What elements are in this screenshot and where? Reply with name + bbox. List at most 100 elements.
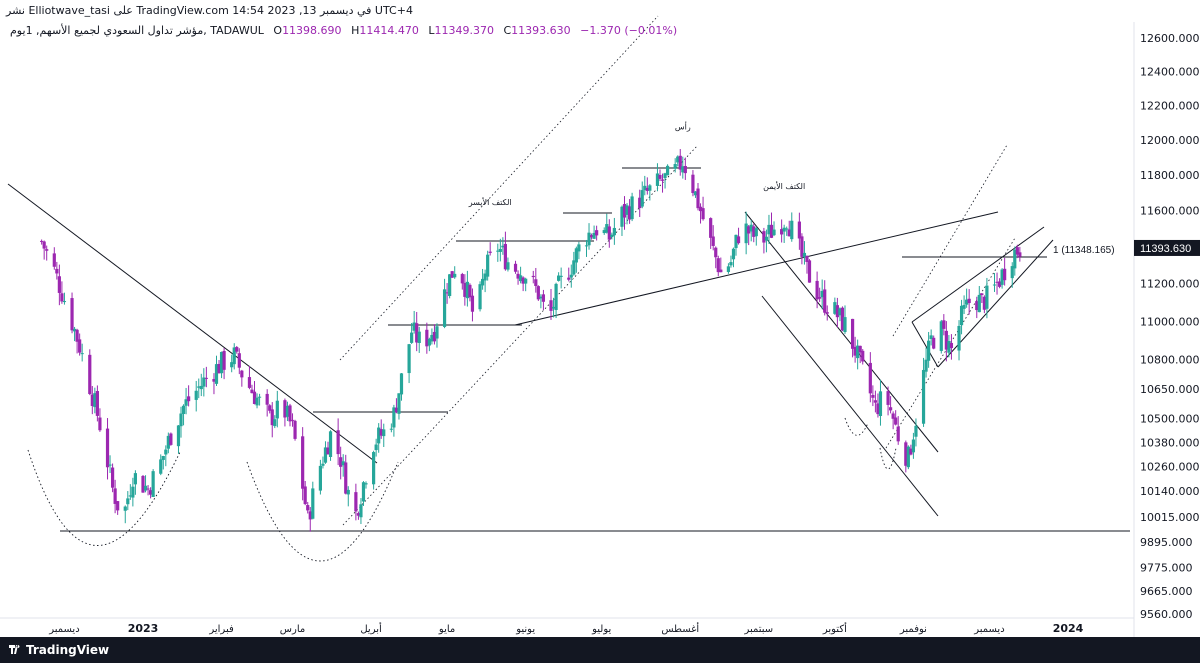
candle[interactable] bbox=[179, 406, 183, 438]
candle[interactable] bbox=[412, 310, 416, 334]
candle[interactable] bbox=[415, 311, 419, 352]
down-channel-lower[interactable] bbox=[761, 295, 939, 517]
candle[interactable] bbox=[807, 259, 812, 283]
candle[interactable] bbox=[486, 250, 490, 281]
candle[interactable] bbox=[169, 432, 173, 446]
symbol-name[interactable]: مؤشر تداول السعودي لجميع الأسهم, 1يوم, T… bbox=[10, 24, 264, 37]
candle[interactable] bbox=[939, 319, 943, 354]
cup-arc-2[interactable] bbox=[246, 461, 399, 562]
candle[interactable] bbox=[1018, 246, 1022, 262]
cup-arc-small-1[interactable] bbox=[844, 417, 869, 436]
candle[interactable] bbox=[143, 475, 148, 493]
candle[interactable] bbox=[432, 324, 437, 345]
candle[interactable] bbox=[833, 297, 837, 315]
candle[interactable] bbox=[932, 335, 936, 350]
candle[interactable] bbox=[947, 335, 951, 358]
footer-brand[interactable]: TradingView bbox=[26, 643, 110, 657]
candle[interactable] bbox=[959, 299, 964, 335]
candle[interactable] bbox=[503, 231, 507, 271]
candle[interactable] bbox=[133, 470, 137, 495]
candle[interactable] bbox=[630, 192, 634, 222]
candle[interactable] bbox=[57, 264, 61, 306]
candle[interactable] bbox=[235, 345, 239, 354]
candle[interactable] bbox=[252, 381, 257, 405]
tradingview-logo-icon[interactable] bbox=[8, 642, 22, 656]
pattern-annotation[interactable]: الكتف الأيمن bbox=[763, 181, 805, 191]
candle[interactable] bbox=[425, 322, 429, 354]
candle[interactable] bbox=[116, 500, 120, 515]
candle[interactable] bbox=[729, 255, 733, 268]
candle[interactable] bbox=[407, 343, 411, 384]
candle[interactable] bbox=[914, 418, 918, 447]
candle[interactable] bbox=[665, 164, 670, 176]
up-channel-lower-dotted[interactable] bbox=[885, 237, 1016, 449]
candle[interactable] bbox=[445, 283, 449, 304]
candle[interactable] bbox=[868, 352, 872, 403]
candle[interactable] bbox=[465, 270, 469, 307]
candle[interactable] bbox=[212, 373, 216, 395]
candle[interactable] bbox=[270, 402, 274, 438]
candle[interactable] bbox=[488, 242, 492, 256]
candle[interactable] bbox=[693, 191, 698, 198]
candle[interactable] bbox=[126, 491, 130, 511]
candle[interactable] bbox=[927, 331, 931, 368]
candle[interactable] bbox=[622, 196, 627, 230]
candle[interactable] bbox=[374, 438, 378, 457]
candle[interactable] bbox=[52, 247, 56, 270]
candle[interactable] bbox=[909, 444, 913, 456]
candle[interactable] bbox=[734, 234, 738, 256]
candle[interactable] bbox=[149, 487, 153, 499]
pattern-annotation[interactable]: رأس bbox=[675, 121, 691, 131]
candle[interactable] bbox=[72, 326, 77, 342]
neckline-trendline[interactable] bbox=[514, 211, 999, 326]
candle[interactable] bbox=[311, 481, 315, 520]
candle[interactable] bbox=[265, 389, 269, 417]
candle[interactable] bbox=[805, 255, 809, 274]
candle[interactable] bbox=[442, 278, 447, 329]
candle[interactable] bbox=[764, 229, 769, 253]
candle[interactable] bbox=[468, 283, 472, 302]
candle[interactable] bbox=[498, 238, 502, 262]
candle[interactable] bbox=[691, 170, 695, 197]
candle[interactable] bbox=[648, 184, 652, 201]
candle[interactable] bbox=[128, 484, 132, 500]
candle[interactable] bbox=[219, 351, 224, 379]
candle[interactable] bbox=[293, 419, 297, 441]
candle[interactable] bbox=[480, 268, 485, 290]
candle[interactable] bbox=[202, 368, 206, 397]
candle[interactable] bbox=[95, 385, 99, 422]
candle[interactable] bbox=[772, 221, 776, 237]
candle[interactable] bbox=[181, 404, 186, 426]
candle[interactable] bbox=[164, 445, 168, 467]
candle[interactable] bbox=[392, 404, 396, 437]
candle[interactable] bbox=[397, 393, 401, 420]
candle[interactable] bbox=[536, 285, 540, 301]
candle[interactable] bbox=[749, 219, 753, 242]
candle[interactable] bbox=[744, 211, 748, 255]
candle[interactable] bbox=[997, 278, 1002, 289]
candle[interactable] bbox=[754, 226, 758, 246]
candle[interactable] bbox=[876, 393, 880, 418]
candle[interactable] bbox=[534, 267, 538, 293]
candle[interactable] bbox=[303, 480, 307, 506]
price-chart[interactable]: رأس الكتف الأيسر الكتف الأيمن 12600.000 124… bbox=[0, 0, 1200, 637]
candle[interactable] bbox=[643, 175, 647, 196]
channel-upper-dotted[interactable] bbox=[339, 15, 659, 361]
candle[interactable] bbox=[55, 261, 59, 280]
candle[interactable] bbox=[886, 386, 890, 416]
candle[interactable] bbox=[521, 276, 525, 292]
candle[interactable] bbox=[40, 239, 44, 245]
candle[interactable] bbox=[878, 379, 883, 426]
candle[interactable] bbox=[620, 205, 624, 236]
candle[interactable] bbox=[980, 292, 984, 304]
candle[interactable] bbox=[308, 507, 312, 532]
candle[interactable] bbox=[113, 479, 117, 514]
candle[interactable] bbox=[361, 481, 366, 506]
candle[interactable] bbox=[815, 271, 819, 309]
candle[interactable] bbox=[285, 401, 290, 422]
candle[interactable] bbox=[88, 349, 92, 396]
candle[interactable] bbox=[627, 199, 632, 224]
candle[interactable] bbox=[339, 446, 343, 480]
candle[interactable] bbox=[726, 263, 731, 274]
candle[interactable] bbox=[45, 245, 49, 261]
